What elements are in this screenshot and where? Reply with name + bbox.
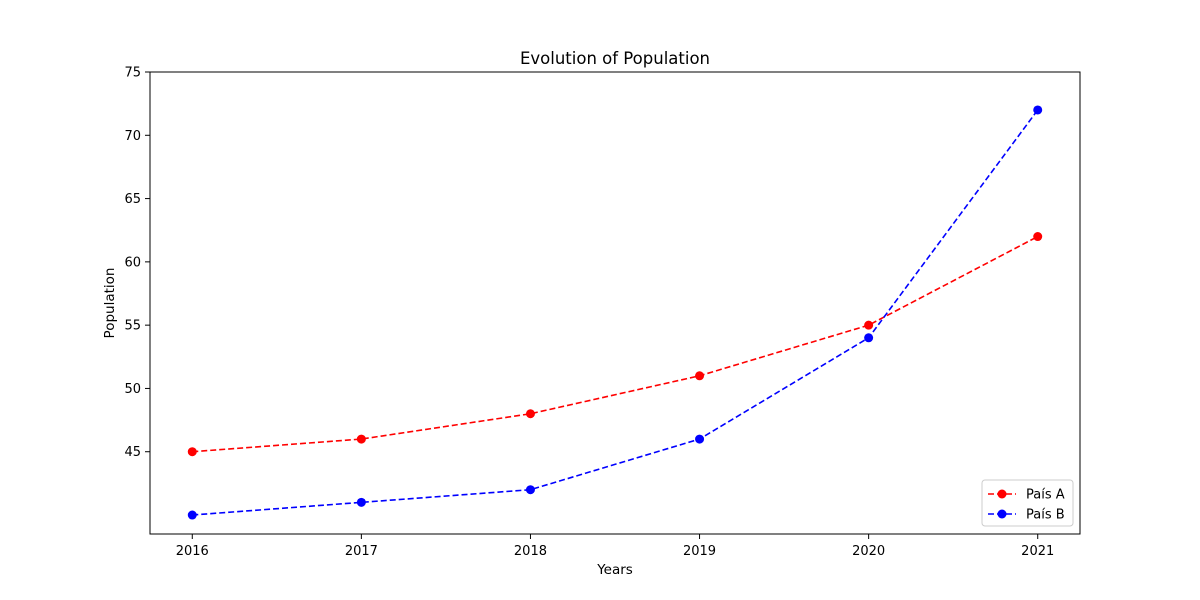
y-tick-label: 65 — [124, 192, 141, 207]
data-point — [864, 320, 874, 330]
legend-label: País B — [1026, 508, 1065, 523]
series-a — [187, 232, 1043, 457]
y-tick-label: 55 — [124, 319, 141, 334]
chart-title: Evolution of Population — [520, 49, 710, 68]
data-point — [1033, 105, 1043, 115]
y-axis: 45 50 55 60 65 70 75 — [124, 66, 150, 460]
plot-area-frame — [149, 71, 1081, 535]
data-point — [864, 333, 874, 343]
x-tick-label: 2018 — [514, 544, 547, 559]
data-point — [525, 409, 535, 419]
x-tick-label: 2021 — [1021, 544, 1054, 559]
data-point — [695, 371, 705, 381]
x-tick-label: 2017 — [345, 544, 378, 559]
series-line — [192, 235, 1039, 453]
data-point — [187, 447, 197, 457]
data-point — [187, 510, 197, 520]
x-tick-label: 2019 — [683, 544, 716, 559]
x-axis: 2016 2017 2018 2019 2020 2021 — [176, 534, 1054, 559]
y-tick-label: 70 — [124, 129, 141, 144]
y-axis-label: Population — [102, 268, 118, 339]
y-tick-label: 50 — [124, 382, 141, 397]
data-point — [356, 497, 366, 507]
y-tick-label: 45 — [124, 445, 141, 460]
data-point — [356, 434, 366, 444]
y-tick-label: 60 — [124, 255, 141, 270]
legend-marker — [997, 509, 1007, 519]
data-point — [695, 434, 705, 444]
y-tick-label: 75 — [124, 66, 141, 81]
x-axis-label: Years — [596, 562, 633, 578]
legend: País A País B — [981, 479, 1074, 527]
data-point — [525, 485, 535, 495]
series-layer — [187, 105, 1043, 520]
series-line — [192, 109, 1039, 516]
x-tick-label: 2016 — [176, 544, 209, 559]
legend-label: País A — [1026, 488, 1065, 503]
series-b — [187, 105, 1043, 520]
legend-marker — [997, 489, 1007, 499]
data-point — [1033, 232, 1043, 242]
x-tick-label: 2020 — [852, 544, 885, 559]
